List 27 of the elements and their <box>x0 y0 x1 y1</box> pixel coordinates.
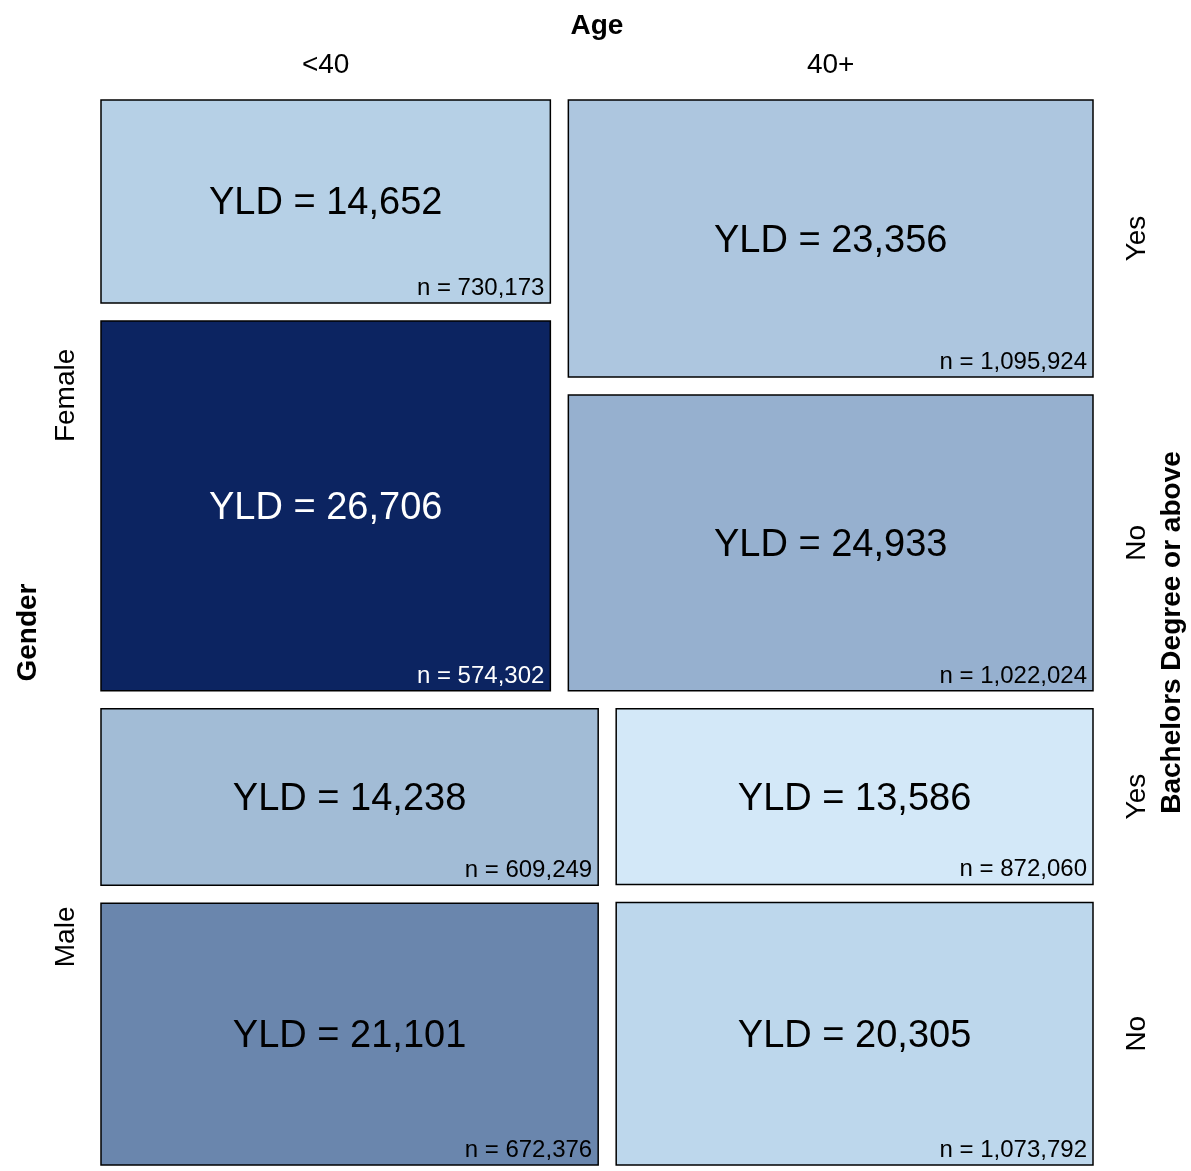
category-label: Female <box>49 348 80 443</box>
data-label: YLD = 20,305 <box>737 1012 972 1055</box>
text: Gender <box>11 583 42 682</box>
data-label: YLD = 21,101 <box>232 1013 467 1056</box>
text: Age <box>570 9 624 40</box>
text: n = 609,249 <box>464 855 593 883</box>
data-label: YLD = 23,356 <box>713 217 948 260</box>
text: n = 672,376 <box>464 1135 593 1162</box>
data-label: YLD = 14,652 <box>208 180 443 223</box>
text: n = 1,022,024 <box>939 660 1087 688</box>
category-label: Male <box>49 906 80 968</box>
text: n = 1,095,924 <box>939 347 1087 375</box>
data-label: YLD = 24,933 <box>713 521 948 564</box>
text: n = 872,060 <box>959 854 1087 882</box>
category-label: No <box>1120 1015 1151 1052</box>
text: n = 730,173 <box>416 272 545 300</box>
category-label: No <box>1120 525 1151 561</box>
category-label: 40+ <box>806 48 855 79</box>
category-label: Yes <box>1120 773 1151 820</box>
text: Bachelors Degree or above <box>1155 451 1186 814</box>
category-label: Yes <box>1120 215 1151 262</box>
data-label: YLD = 13,586 <box>737 775 972 818</box>
data-label: YLD = 14,238 <box>232 776 467 819</box>
text: n = 574,302 <box>416 660 545 688</box>
text: n = 1,073,792 <box>939 1135 1087 1162</box>
category-label: <40 <box>301 48 350 79</box>
data-label: YLD = 26,706 <box>208 484 443 527</box>
